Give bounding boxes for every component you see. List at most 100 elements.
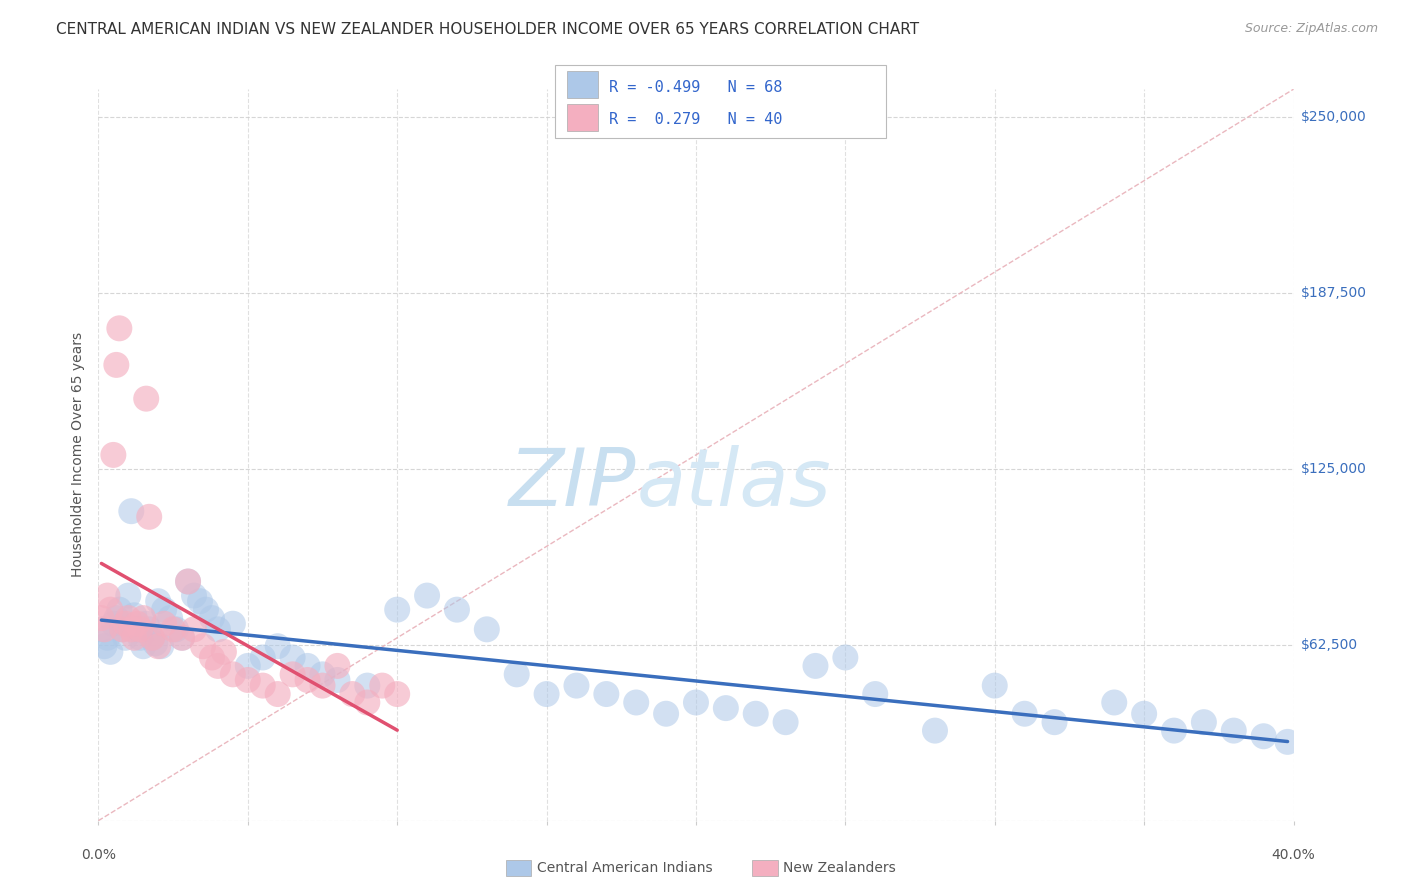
Text: R = -0.499   N = 68: R = -0.499 N = 68 bbox=[609, 79, 782, 95]
Point bbox=[385, 602, 409, 616]
Point bbox=[172, 631, 194, 645]
Point bbox=[132, 639, 155, 653]
Text: Central American Indians: Central American Indians bbox=[537, 861, 713, 875]
Point bbox=[143, 636, 166, 650]
Point bbox=[108, 321, 131, 335]
Point bbox=[267, 639, 290, 653]
Point bbox=[90, 611, 112, 625]
Point bbox=[655, 706, 678, 721]
Point bbox=[98, 645, 122, 659]
Point bbox=[105, 358, 128, 372]
Point bbox=[111, 623, 134, 637]
Point bbox=[342, 687, 364, 701]
Point bbox=[132, 611, 155, 625]
Point bbox=[159, 611, 181, 625]
Point bbox=[96, 589, 118, 603]
Point bbox=[108, 602, 131, 616]
Point bbox=[114, 616, 136, 631]
Text: Source: ZipAtlas.com: Source: ZipAtlas.com bbox=[1244, 22, 1378, 36]
Point bbox=[177, 574, 200, 589]
Point bbox=[191, 639, 214, 653]
Point bbox=[207, 623, 229, 637]
Point bbox=[135, 616, 157, 631]
Point bbox=[98, 602, 122, 616]
Point bbox=[311, 679, 333, 693]
Point bbox=[129, 631, 152, 645]
Point bbox=[135, 392, 157, 406]
Point bbox=[356, 696, 378, 710]
Point bbox=[117, 589, 139, 603]
Point bbox=[371, 679, 394, 693]
Point bbox=[188, 594, 211, 608]
Point bbox=[983, 679, 1005, 693]
Y-axis label: Householder Income Over 65 years: Householder Income Over 65 years bbox=[72, 333, 86, 577]
Text: 40.0%: 40.0% bbox=[1271, 848, 1316, 863]
Point bbox=[267, 687, 290, 701]
Point bbox=[416, 589, 439, 603]
Point bbox=[138, 623, 160, 637]
Text: New Zealanders: New Zealanders bbox=[783, 861, 896, 875]
Point bbox=[148, 594, 170, 608]
Point bbox=[1104, 696, 1126, 710]
Point bbox=[385, 687, 409, 701]
Point bbox=[236, 659, 259, 673]
Point bbox=[236, 673, 259, 687]
Point bbox=[138, 509, 160, 524]
Point bbox=[194, 602, 218, 616]
Point bbox=[311, 667, 333, 681]
Point bbox=[1163, 723, 1185, 738]
Text: $187,500: $187,500 bbox=[1301, 286, 1367, 301]
Text: atlas: atlas bbox=[636, 445, 831, 524]
Point bbox=[96, 631, 118, 645]
Point bbox=[356, 679, 378, 693]
Point bbox=[924, 723, 946, 738]
Point bbox=[177, 574, 200, 589]
Point bbox=[141, 631, 163, 645]
Point bbox=[475, 623, 498, 637]
Point bbox=[127, 616, 149, 631]
Point bbox=[172, 631, 194, 645]
Point bbox=[90, 623, 112, 637]
Point bbox=[297, 659, 319, 673]
Text: $62,500: $62,500 bbox=[1301, 638, 1358, 652]
Point bbox=[446, 602, 468, 616]
Point bbox=[281, 650, 304, 665]
Point bbox=[1223, 723, 1246, 738]
Point bbox=[506, 667, 529, 681]
Point bbox=[804, 659, 827, 673]
Point bbox=[93, 639, 115, 653]
Text: ZIP: ZIP bbox=[509, 445, 636, 524]
Point bbox=[865, 687, 887, 701]
Point bbox=[127, 623, 149, 637]
Point bbox=[1014, 706, 1036, 721]
Point bbox=[141, 631, 163, 645]
Point bbox=[150, 639, 173, 653]
Point bbox=[165, 623, 187, 637]
Text: CENTRAL AMERICAN INDIAN VS NEW ZEALANDER HOUSEHOLDER INCOME OVER 65 YEARS CORREL: CENTRAL AMERICAN INDIAN VS NEW ZEALANDER… bbox=[56, 22, 920, 37]
Point bbox=[207, 659, 229, 673]
Point bbox=[714, 701, 737, 715]
Point bbox=[129, 623, 152, 637]
Point bbox=[201, 611, 224, 625]
Point bbox=[183, 589, 205, 603]
Point bbox=[114, 631, 136, 645]
Point bbox=[148, 639, 170, 653]
Text: R =  0.279   N = 40: R = 0.279 N = 40 bbox=[609, 112, 782, 128]
Point bbox=[222, 667, 245, 681]
Point bbox=[1277, 735, 1299, 749]
Point bbox=[775, 715, 797, 730]
Point bbox=[745, 706, 768, 721]
Point bbox=[93, 623, 115, 637]
Point bbox=[624, 696, 647, 710]
Point bbox=[153, 616, 176, 631]
Point bbox=[281, 667, 304, 681]
Point bbox=[297, 673, 319, 687]
Point bbox=[326, 673, 349, 687]
Point bbox=[685, 696, 707, 710]
Point bbox=[326, 659, 349, 673]
Point bbox=[536, 687, 558, 701]
Point bbox=[212, 645, 235, 659]
Point bbox=[153, 602, 176, 616]
Point bbox=[252, 679, 274, 693]
Point bbox=[1253, 729, 1275, 743]
